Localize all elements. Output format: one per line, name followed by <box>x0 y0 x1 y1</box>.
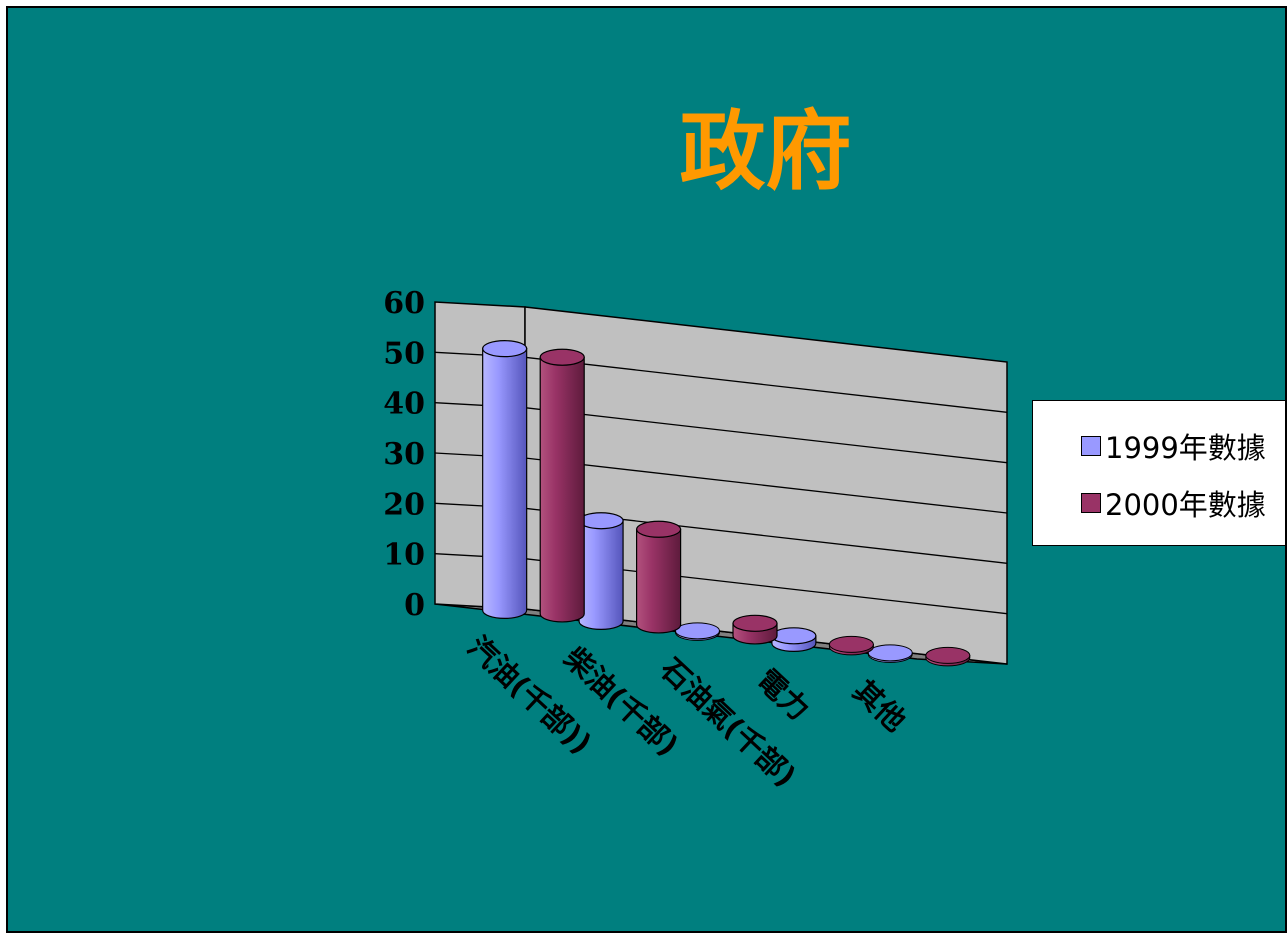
y-axis: 0 10 20 30 40 50 60 <box>383 286 425 623</box>
series-2000-bar-top-1 <box>539 348 585 366</box>
legend-entry-2000: 2000年數據 <box>1081 483 1266 523</box>
series-2000-bar-top-2 <box>636 520 682 538</box>
series-1999-bar-top-1 <box>482 340 528 358</box>
legend-entry-1999: 1999年數據 <box>1081 426 1266 466</box>
legend-label-2000: 2000年數據 <box>1105 488 1266 522</box>
y-tick-label: 20 <box>383 487 425 522</box>
y-tick-label: 40 <box>383 387 425 422</box>
series-2000-bar-top-5 <box>925 646 971 664</box>
series-1999-bar-top-5 <box>867 644 913 662</box>
series-1999-bar-top-4 <box>771 627 817 645</box>
y-tick-label: 50 <box>383 336 425 371</box>
series-2000-bar-top-4 <box>828 635 874 653</box>
legend-label-1999: 1999年數據 <box>1105 431 1266 465</box>
legend: 1999年數據 2000年數據 <box>1032 400 1285 546</box>
series-1999-bar-top-2 <box>578 512 624 530</box>
chart-bars <box>482 340 971 667</box>
series-1999-bar-2 <box>578 520 624 630</box>
chart-title: 政府 <box>679 101 852 202</box>
y-tick-label: 30 <box>383 437 425 472</box>
series-2000-bar-top-3 <box>732 614 778 632</box>
series-2000-bar-1 <box>539 356 585 623</box>
y-tick-label: 60 <box>383 286 425 321</box>
slide: 政府 0 10 20 30 40 50 60 汽油(千部)) 柴油(千部) 石油氣(千部) 電力其… <box>6 6 1287 933</box>
legend-swatch-1999 <box>1081 436 1101 456</box>
legend-swatch-2000 <box>1081 493 1101 513</box>
x-tick-label-4: 電力 <box>750 663 816 727</box>
series-2000-bar-2 <box>636 528 682 634</box>
x-tick-label-5: 其他 <box>847 674 913 738</box>
y-tick-label: 10 <box>383 538 425 573</box>
y-tick-label: 0 <box>404 588 425 623</box>
series-1999-bar-top-3 <box>674 622 720 640</box>
series-1999-bar-1 <box>482 348 528 619</box>
